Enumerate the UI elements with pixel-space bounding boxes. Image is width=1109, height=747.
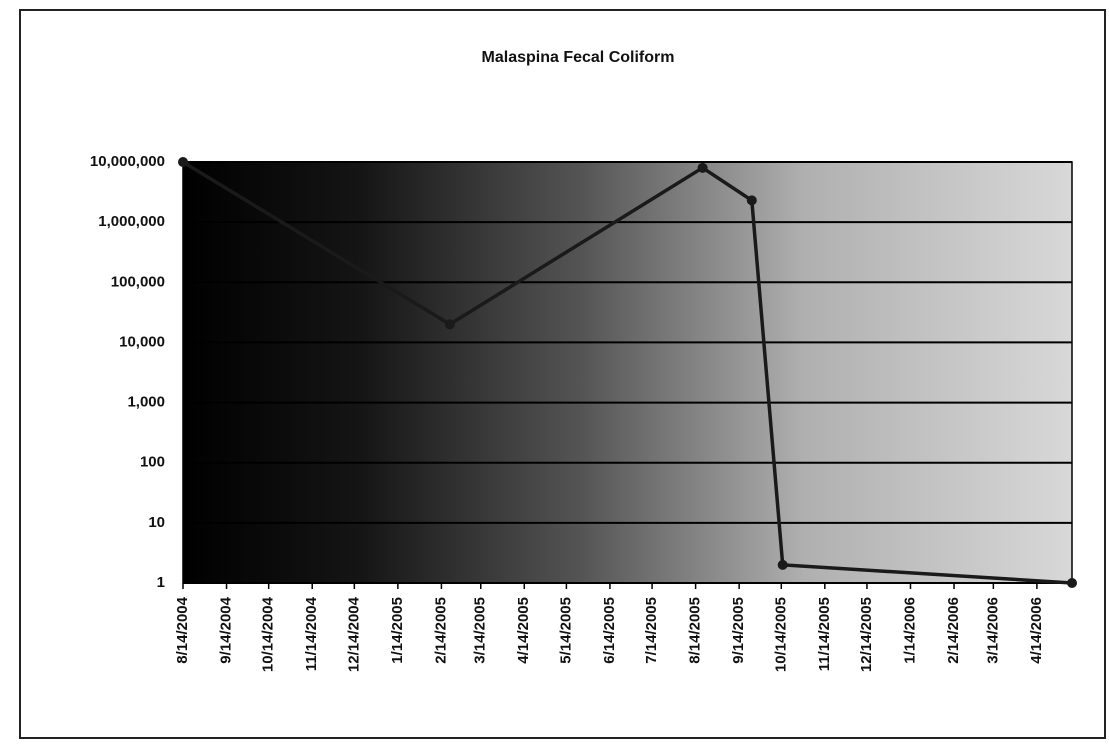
data-point: [746, 195, 757, 206]
x-tick-label: 2/14/2006: [945, 597, 962, 664]
x-tick-label: 3/14/2005: [472, 597, 489, 664]
x-tick-label: 1/14/2005: [389, 597, 406, 664]
x-tick-label: 10/14/2004: [260, 596, 277, 672]
x-tick-label: 7/14/2005: [643, 597, 660, 664]
y-tick-label: 1: [157, 574, 165, 591]
x-tick-label: 11/14/2005: [816, 597, 833, 671]
x-tick-label: 10/14/2005: [772, 597, 789, 672]
x-tick-label: 6/14/2005: [601, 597, 618, 664]
x-tick-label: 8/14/2005: [687, 597, 704, 664]
x-tick-label: 9/14/2004: [218, 596, 235, 663]
x-tick-label: 5/14/2005: [557, 597, 574, 664]
y-tick-label: 100,000: [111, 273, 165, 290]
chart-frame: [19, 9, 1106, 739]
y-tick-label: 1,000,000: [98, 213, 165, 230]
x-tick-label: 2/14/2005: [432, 597, 449, 664]
x-tick-label: 12/14/2005: [858, 597, 875, 672]
x-tick-label: 1/14/2006: [901, 597, 918, 664]
y-tick-label: 10: [148, 514, 165, 531]
x-tick-label: 9/14/2005: [730, 597, 747, 664]
x-tick-label: 11/14/2004: [303, 596, 320, 671]
y-tick-label: 10,000,000: [90, 153, 165, 170]
x-tick-label: 12/14/2004: [345, 596, 362, 672]
data-point: [1067, 578, 1077, 588]
x-tick-label: 8/14/2004: [174, 596, 191, 663]
data-point: [178, 157, 188, 167]
y-tick-label: 10,000: [119, 333, 165, 350]
x-tick-label: 4/14/2006: [1028, 597, 1045, 664]
data-point: [777, 559, 788, 570]
y-tick-label: 1,000: [127, 394, 165, 411]
data-point: [444, 319, 455, 330]
x-tick-label: 4/14/2005: [515, 597, 532, 664]
plot-area: [182, 161, 1073, 584]
data-point: [697, 162, 708, 173]
data-line: [182, 160, 1073, 585]
y-tick-label: 100: [140, 454, 165, 471]
x-tick-label: 3/14/2006: [984, 597, 1001, 664]
chart-title: Malaspina Fecal Coliform: [482, 49, 675, 66]
